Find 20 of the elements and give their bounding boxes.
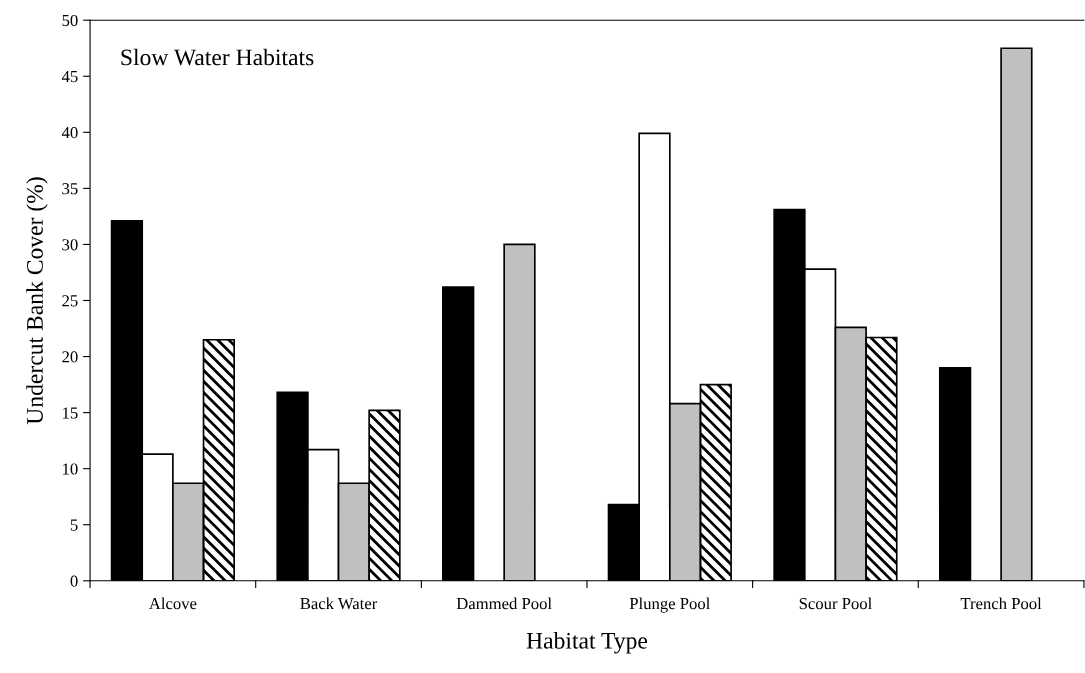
x-tick-label: Scour Pool [799,597,872,610]
x-tick-label: Alcove [148,597,197,610]
y-tick-label: 25 [62,295,78,307]
y-tick-label: 20 [62,351,78,363]
x-tick-label: Plunge Pool [629,597,710,613]
y-axis-title: Undercut Bank Cover (%) [26,177,48,425]
y-tick-label: 15 [63,407,78,419]
y-tick-label: 30 [62,239,78,251]
annotation: Slow Water Habitats [121,48,314,66]
y-tick-label: 35 [62,183,78,195]
x-tick-label: Back Water [300,597,378,610]
x-axis-title: Habitat Type [526,632,648,654]
y-tick-label: 10 [63,463,78,475]
y-tick-label: 45 [61,71,78,83]
x-tick-label: Trench Pool [960,597,1042,610]
y-tick-label: 5 [70,519,78,531]
y-tick-label: 50 [62,14,78,27]
y-tick-label: 0 [70,575,78,587]
x-tick-label: Dammed Pool [456,597,552,610]
y-tick-label: 40 [61,127,78,139]
